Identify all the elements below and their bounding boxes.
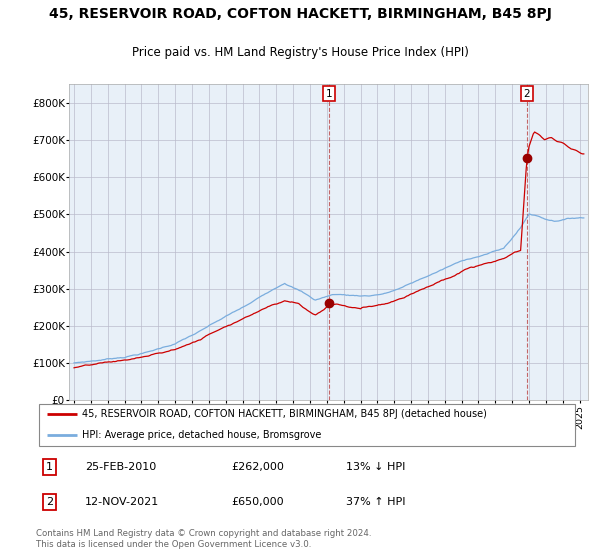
Text: £262,000: £262,000 xyxy=(232,463,284,473)
Text: Price paid vs. HM Land Registry's House Price Index (HPI): Price paid vs. HM Land Registry's House … xyxy=(131,46,469,59)
Text: 45, RESERVOIR ROAD, COFTON HACKETT, BIRMINGHAM, B45 8PJ: 45, RESERVOIR ROAD, COFTON HACKETT, BIRM… xyxy=(49,7,551,21)
Text: 2: 2 xyxy=(524,88,530,99)
Text: 45, RESERVOIR ROAD, COFTON HACKETT, BIRMINGHAM, B45 8PJ (detached house): 45, RESERVOIR ROAD, COFTON HACKETT, BIRM… xyxy=(82,409,487,418)
Text: 13% ↓ HPI: 13% ↓ HPI xyxy=(346,463,405,473)
Text: 1: 1 xyxy=(46,463,53,473)
FancyBboxPatch shape xyxy=(39,404,575,446)
Text: 1: 1 xyxy=(326,88,332,99)
Text: 2: 2 xyxy=(46,497,53,507)
Text: £650,000: £650,000 xyxy=(232,497,284,507)
Text: Contains HM Land Registry data © Crown copyright and database right 2024.
This d: Contains HM Land Registry data © Crown c… xyxy=(36,529,371,549)
Text: 25-FEB-2010: 25-FEB-2010 xyxy=(85,463,156,473)
Text: 12-NOV-2021: 12-NOV-2021 xyxy=(85,497,159,507)
Text: 37% ↑ HPI: 37% ↑ HPI xyxy=(346,497,405,507)
Text: HPI: Average price, detached house, Bromsgrove: HPI: Average price, detached house, Brom… xyxy=(82,430,322,440)
